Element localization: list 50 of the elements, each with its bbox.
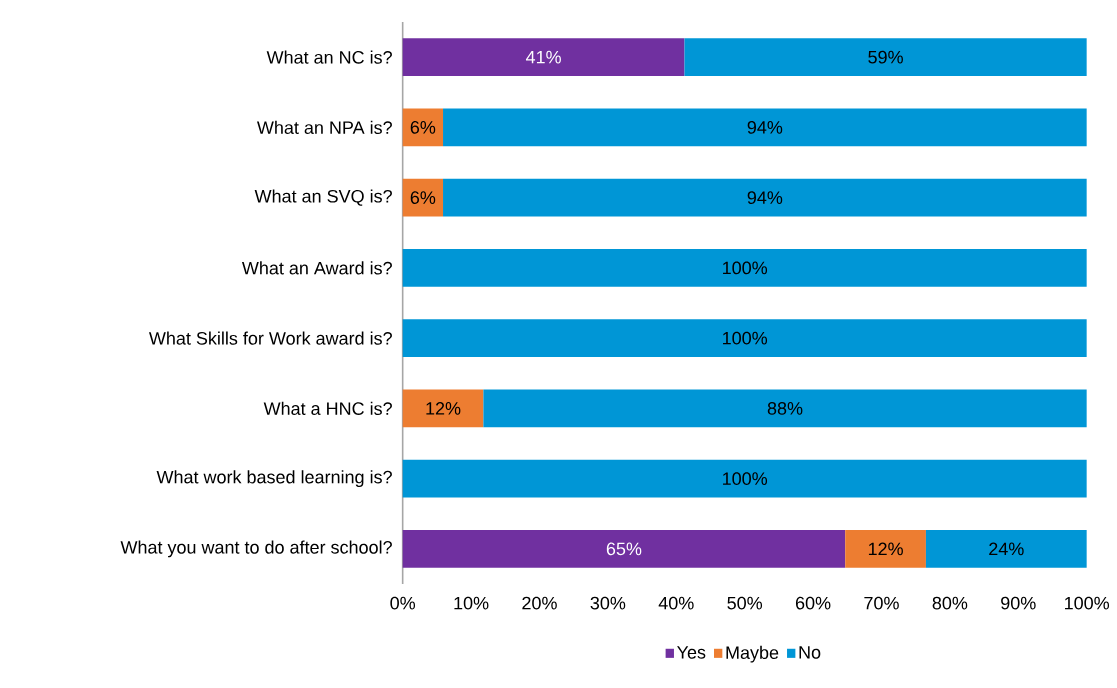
x-tick-label: 0% (390, 596, 416, 610)
bar (443, 108, 1087, 147)
data-label: 65% (606, 542, 642, 556)
data-label: 12% (868, 542, 903, 556)
y-tick-label: What you want to do after school? (120, 540, 392, 558)
bar (684, 38, 1087, 77)
legend-label: Maybe (726, 645, 779, 663)
data-label: 100% (723, 261, 768, 275)
data-label: 94% (747, 121, 783, 134)
bar (402, 38, 685, 77)
bar (402, 248, 1087, 287)
bar (402, 389, 484, 428)
x-tick-label: 90% (1001, 596, 1036, 610)
data-label: 6% (410, 121, 436, 134)
x-tick-label: 20% (522, 596, 557, 610)
bar (925, 529, 1087, 568)
x-tick-label: 50% (727, 596, 763, 610)
bar (402, 178, 444, 217)
x-tick-label: 40% (658, 596, 694, 610)
y-tick-label: What an NPA is? (256, 120, 392, 134)
bar (402, 459, 1087, 498)
y-tick-label: What an Award is? (241, 261, 392, 275)
data-label: 6% (410, 191, 436, 204)
bar (402, 319, 1087, 358)
y-tick-label: What Skills for Work award is? (148, 331, 392, 345)
x-tick-label: 70% (864, 596, 899, 610)
bar (443, 178, 1087, 217)
data-label: 100% (723, 331, 768, 345)
bar (483, 389, 1087, 428)
bar (845, 529, 926, 568)
data-label: 100% (723, 472, 768, 485)
bar (402, 529, 846, 568)
x-tick-label: 60% (795, 596, 831, 610)
bar (402, 108, 444, 147)
y-tick-label: What an SVQ is? (254, 189, 392, 206)
data-label: 94% (747, 191, 783, 204)
data-label: 59% (868, 50, 903, 64)
data-label: 12% (426, 402, 461, 415)
legend-label: Yes (677, 646, 706, 659)
x-tick-label: 30% (590, 596, 626, 610)
x-tick-label: 80% (932, 596, 968, 610)
x-tick-label: 10% (454, 596, 489, 610)
legend-label: No (799, 646, 821, 659)
data-label: 88% (767, 402, 803, 415)
data-label: 24% (989, 542, 1024, 556)
data-label: 41% (525, 50, 561, 64)
y-tick-label: What work based learning is? (156, 470, 392, 488)
x-tick-label: 100% (1065, 596, 1110, 610)
y-tick-label: What an NC is? (266, 50, 392, 64)
y-tick-label: What a HNC is? (263, 401, 392, 415)
